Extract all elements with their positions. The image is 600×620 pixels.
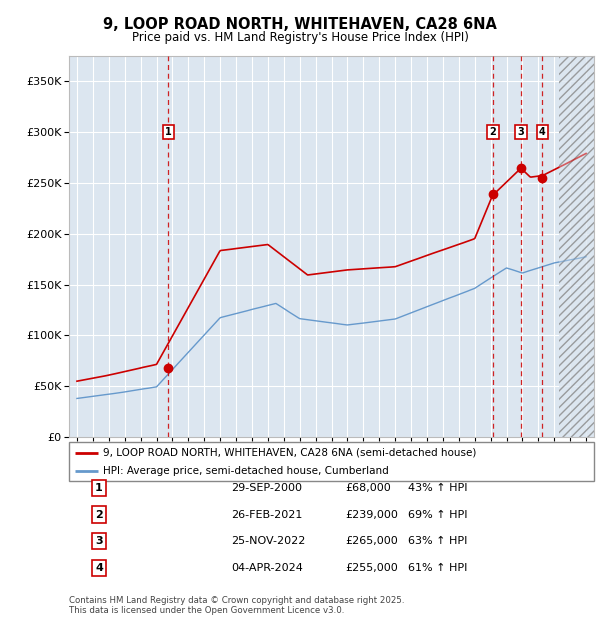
Text: 61% ↑ HPI: 61% ↑ HPI	[408, 563, 467, 573]
Text: £265,000: £265,000	[345, 536, 398, 546]
Text: 4: 4	[539, 127, 546, 137]
Text: 69% ↑ HPI: 69% ↑ HPI	[408, 510, 467, 520]
Text: 4: 4	[95, 563, 103, 573]
Text: 9, LOOP ROAD NORTH, WHITEHAVEN, CA28 6NA: 9, LOOP ROAD NORTH, WHITEHAVEN, CA28 6NA	[103, 17, 497, 32]
Text: 26-FEB-2021: 26-FEB-2021	[231, 510, 302, 520]
Text: £239,000: £239,000	[345, 510, 398, 520]
Text: 1: 1	[165, 127, 172, 137]
Text: 63% ↑ HPI: 63% ↑ HPI	[408, 536, 467, 546]
Text: HPI: Average price, semi-detached house, Cumberland: HPI: Average price, semi-detached house,…	[103, 466, 389, 476]
Text: 2: 2	[95, 510, 103, 520]
Text: Price paid vs. HM Land Registry's House Price Index (HPI): Price paid vs. HM Land Registry's House …	[131, 31, 469, 44]
Text: 9, LOOP ROAD NORTH, WHITEHAVEN, CA28 6NA (semi-detached house): 9, LOOP ROAD NORTH, WHITEHAVEN, CA28 6NA…	[103, 448, 476, 458]
Bar	[559, 56, 594, 437]
Text: Contains HM Land Registry data © Crown copyright and database right 2025.
This d: Contains HM Land Registry data © Crown c…	[69, 596, 404, 615]
Text: 1: 1	[95, 483, 103, 493]
Text: 43% ↑ HPI: 43% ↑ HPI	[408, 483, 467, 493]
Text: 3: 3	[95, 536, 103, 546]
FancyBboxPatch shape	[69, 442, 594, 481]
Text: 25-NOV-2022: 25-NOV-2022	[231, 536, 305, 546]
Text: 04-APR-2024: 04-APR-2024	[231, 563, 303, 573]
Text: £255,000: £255,000	[345, 563, 398, 573]
Text: 29-SEP-2000: 29-SEP-2000	[231, 483, 302, 493]
Text: 2: 2	[490, 127, 496, 137]
Text: £68,000: £68,000	[345, 483, 391, 493]
Text: 3: 3	[517, 127, 524, 137]
